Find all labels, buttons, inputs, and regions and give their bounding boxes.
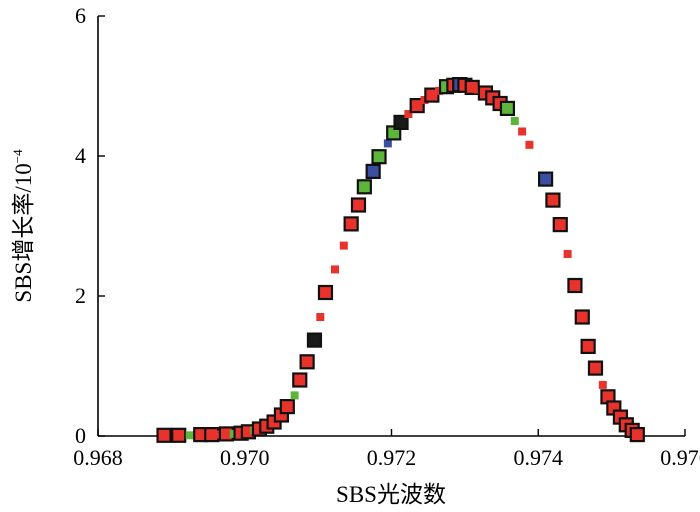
data-point — [393, 114, 409, 131]
data-point — [343, 216, 359, 232]
data-point — [545, 192, 561, 208]
x-axis-title: SBS光波数 — [336, 482, 446, 507]
data-point — [365, 163, 381, 179]
x-tick-label: 0.968 — [73, 445, 123, 470]
data-point — [404, 110, 413, 118]
data-point — [383, 139, 392, 148]
data-point — [185, 431, 194, 440]
data-point — [510, 117, 519, 125]
y-tick-label: 0 — [75, 423, 86, 448]
data-points — [156, 76, 645, 443]
data-point — [279, 399, 295, 415]
data-point — [371, 149, 387, 165]
data-point — [518, 127, 527, 136]
data-point — [292, 372, 308, 388]
x-ticks: 0.968 0.970 0.972 0.974 0.976 — [73, 429, 700, 470]
x-tick-label: 0.972 — [367, 445, 417, 470]
data-point — [537, 171, 554, 187]
data-point — [171, 427, 187, 443]
data-point — [350, 197, 367, 213]
data-point — [499, 100, 516, 117]
y-axis-title-exponent: −4 — [10, 149, 25, 163]
y-tick-label: 2 — [75, 283, 86, 308]
data-point — [317, 284, 334, 301]
data-point — [563, 250, 572, 258]
data-point — [598, 380, 607, 389]
data-point — [574, 309, 590, 325]
data-point — [339, 241, 348, 250]
data-point — [331, 265, 340, 274]
data-point — [409, 97, 425, 114]
data-point — [525, 140, 534, 149]
data-point — [629, 427, 645, 443]
y-axis-title: SBS增长率/10−4 — [10, 149, 36, 303]
data-point — [306, 332, 323, 348]
data-point — [156, 427, 172, 443]
x-tick-label: 0.976 — [660, 445, 700, 470]
data-point — [580, 338, 596, 354]
x-tick-label: 0.970 — [220, 445, 270, 470]
y-axis-title-main: SBS增长率/10 — [11, 163, 36, 302]
y-tick-label: 6 — [75, 3, 86, 28]
data-point — [567, 277, 583, 294]
data-point — [587, 360, 604, 376]
data-point — [299, 354, 315, 370]
data-point — [316, 313, 325, 321]
y-ticks: 0 2 4 6 — [75, 3, 105, 448]
data-point — [552, 217, 568, 233]
y-tick-label: 4 — [75, 143, 86, 168]
data-point — [290, 391, 299, 400]
data-point — [356, 179, 372, 195]
data-point — [424, 87, 440, 103]
x-tick-label: 0.974 — [514, 445, 564, 470]
